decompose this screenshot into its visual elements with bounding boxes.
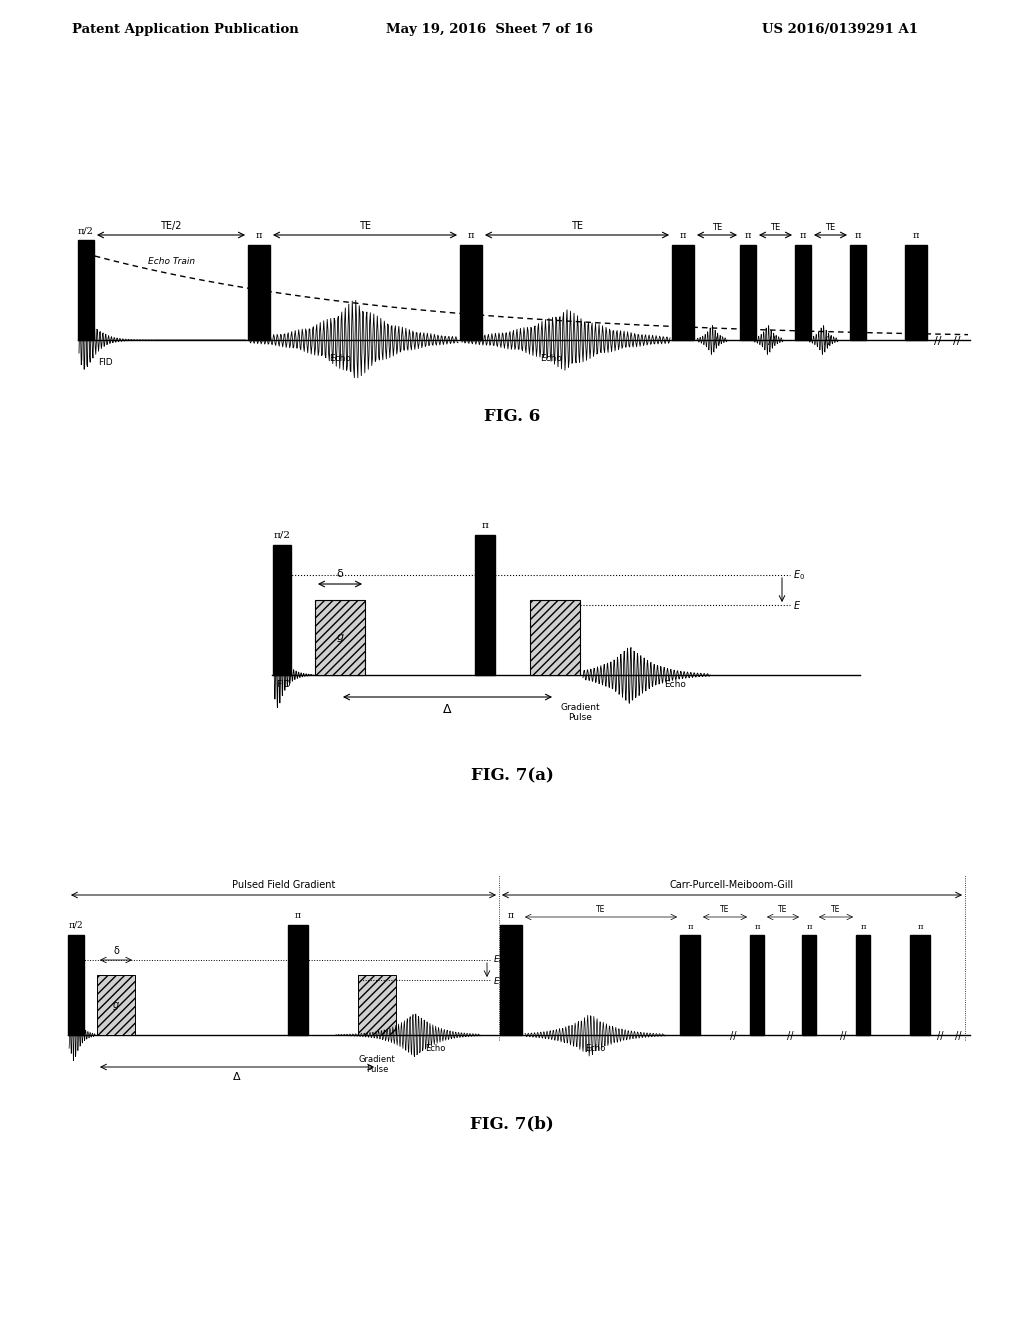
- Bar: [358, 975, 396, 1035]
- Text: g: g: [337, 632, 344, 643]
- Text: Echo: Echo: [329, 354, 351, 363]
- Text: FID: FID: [276, 680, 291, 689]
- Text: π: π: [800, 231, 806, 240]
- Text: π: π: [912, 231, 920, 240]
- Bar: [78, 240, 94, 341]
- Text: $E_0$: $E_0$: [793, 568, 805, 582]
- Text: π: π: [860, 923, 865, 931]
- Text: TE: TE: [825, 223, 836, 232]
- Text: Echo: Echo: [585, 1044, 605, 1053]
- Text: Pulsed Field Gradient: Pulsed Field Gradient: [231, 880, 335, 890]
- Text: //: //: [954, 1031, 962, 1041]
- Bar: [802, 935, 816, 1035]
- Text: FIG. 6: FIG. 6: [484, 408, 540, 425]
- Bar: [68, 935, 84, 1035]
- Text: π: π: [687, 923, 693, 931]
- Text: Echo: Echo: [425, 1044, 445, 1053]
- Bar: [97, 975, 135, 1035]
- Text: TE: TE: [596, 906, 605, 913]
- Text: Gradient
Pulse: Gradient Pulse: [358, 1055, 395, 1074]
- Text: TE: TE: [831, 906, 841, 913]
- Bar: [750, 935, 764, 1035]
- Text: Carr-Purcell-Meiboom-Gill: Carr-Purcell-Meiboom-Gill: [670, 880, 794, 890]
- Text: //: //: [934, 337, 942, 346]
- Text: TE: TE: [571, 220, 583, 231]
- Text: TE: TE: [712, 223, 722, 232]
- Text: Gradient
Pulse: Gradient Pulse: [560, 704, 600, 722]
- Text: π: π: [481, 521, 488, 531]
- Bar: [248, 246, 270, 341]
- Text: TE: TE: [770, 223, 780, 232]
- Bar: [273, 545, 291, 675]
- Text: $E$: $E$: [493, 974, 501, 986]
- Text: π: π: [256, 231, 262, 240]
- Bar: [315, 601, 365, 675]
- Text: TE/2: TE/2: [160, 220, 181, 231]
- Text: //: //: [937, 1031, 943, 1041]
- Bar: [680, 935, 700, 1035]
- Text: //: //: [768, 337, 776, 346]
- Text: π/2: π/2: [78, 226, 94, 235]
- Text: π: π: [755, 923, 760, 931]
- Text: FIG. 7(b): FIG. 7(b): [470, 1115, 554, 1133]
- Text: δ: δ: [337, 569, 343, 579]
- Text: g: g: [113, 1001, 119, 1010]
- Text: US 2016/0139291 A1: US 2016/0139291 A1: [762, 24, 918, 37]
- Text: //: //: [840, 1031, 846, 1041]
- Bar: [475, 535, 495, 675]
- Text: π: π: [918, 923, 923, 931]
- Text: FIG. 7(a): FIG. 7(a): [471, 767, 553, 784]
- Text: Echo Train: Echo Train: [148, 257, 196, 267]
- Text: //: //: [824, 337, 831, 346]
- Bar: [910, 935, 930, 1035]
- Text: Echo: Echo: [540, 354, 562, 363]
- Bar: [850, 246, 866, 341]
- Text: π: π: [680, 231, 686, 240]
- Text: Δ: Δ: [233, 1072, 241, 1082]
- Text: TE: TE: [359, 220, 371, 231]
- Text: π: π: [806, 923, 812, 931]
- Text: π: π: [744, 231, 752, 240]
- Text: π: π: [855, 231, 861, 240]
- Bar: [530, 601, 580, 675]
- Bar: [795, 246, 811, 341]
- Text: TE: TE: [720, 906, 730, 913]
- Text: δ: δ: [113, 946, 119, 956]
- Text: π: π: [468, 231, 474, 240]
- Text: π: π: [508, 911, 514, 920]
- Text: TE: TE: [778, 906, 787, 913]
- Text: π/2: π/2: [69, 921, 83, 931]
- Text: FID: FID: [98, 358, 113, 367]
- Bar: [672, 246, 694, 341]
- Text: π/2: π/2: [273, 531, 291, 540]
- Bar: [460, 246, 482, 341]
- Text: $E$: $E$: [793, 599, 801, 611]
- Text: Δ: Δ: [443, 704, 452, 715]
- Text: //: //: [953, 337, 961, 346]
- Text: $E_0$: $E_0$: [493, 954, 504, 966]
- Text: //: //: [715, 337, 722, 346]
- Text: π: π: [295, 911, 301, 920]
- Text: //: //: [730, 1031, 736, 1041]
- Bar: [856, 935, 870, 1035]
- Text: //: //: [786, 1031, 794, 1041]
- Text: May 19, 2016  Sheet 7 of 16: May 19, 2016 Sheet 7 of 16: [386, 24, 594, 37]
- Text: Echo: Echo: [664, 680, 686, 689]
- Bar: [905, 246, 927, 341]
- Bar: [288, 925, 308, 1035]
- Bar: [740, 246, 756, 341]
- Bar: [500, 925, 522, 1035]
- Text: Patent Application Publication: Patent Application Publication: [72, 24, 298, 37]
